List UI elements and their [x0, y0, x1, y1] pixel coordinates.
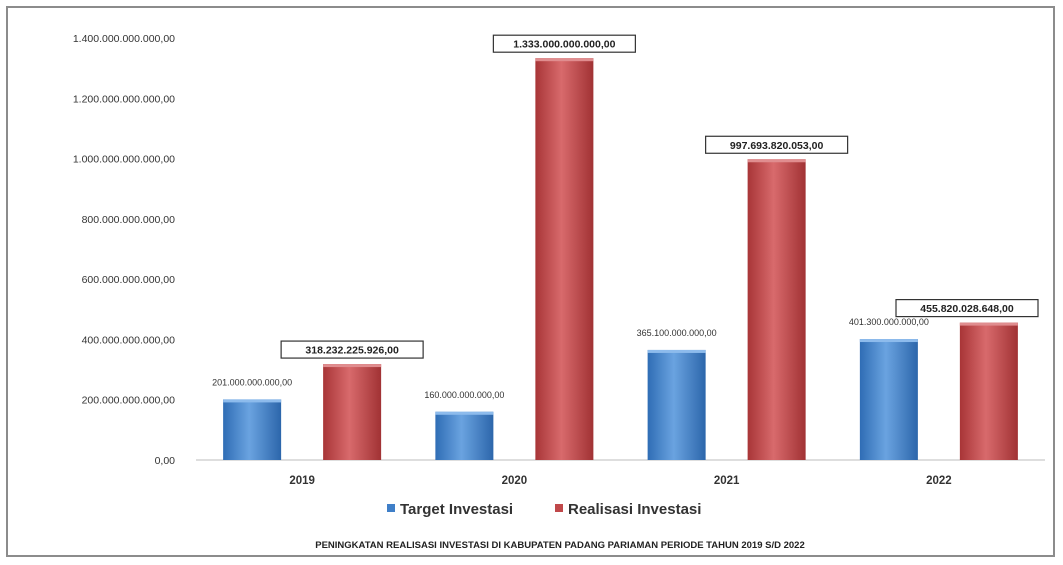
data-labels-group: 201.000.000.000,00 160.000.000.000,00 365.…: [212, 34, 1039, 400]
bar-top-target-2019: [223, 399, 282, 403]
y-tick-label: 1.200.000.000.000,00: [73, 93, 175, 105]
bar-realisasi-2020: [535, 58, 594, 461]
data-label-box-realisasi-2020: [492, 34, 636, 53]
y-tick-label: 400.000.000.000,00: [82, 334, 176, 346]
x-category-label: 2019: [289, 475, 315, 487]
data-label-box-realisasi-2019: [280, 340, 424, 359]
bar-top-realisasi-2021: [747, 159, 806, 163]
x-axis-categories: 2019 2020 2021 2022: [289, 475, 951, 487]
legend-swatch-target: [387, 504, 395, 512]
bar-realisasi-2019: [323, 364, 382, 460]
x-category-label: 2021: [714, 475, 740, 487]
bar-realisasi-2021: [747, 159, 806, 460]
y-tick-label: 0,00: [155, 455, 176, 467]
bar-top-realisasi-2019: [323, 364, 382, 368]
bar-target-2019: [223, 399, 282, 460]
chart-caption: PENINGKATAN REALISASI INVESTASI DI KABUP…: [315, 540, 805, 551]
data-label-box-realisasi-2022: [895, 299, 1039, 318]
bar-top-target-2020: [435, 411, 494, 415]
legend: Target Investasi Realisasi Investasi: [387, 501, 701, 518]
bar-target-2021: [647, 349, 706, 460]
bars-group: [223, 58, 1018, 461]
bar-target-2022: [859, 339, 918, 460]
bar-target-2020: [435, 411, 494, 460]
y-tick-label: 200.000.000.000,00: [82, 395, 176, 407]
data-label-realisasi-2022: 455.820.028.648,00: [920, 303, 1014, 315]
data-label-realisasi-2019: 318.232.225.926,00: [305, 345, 399, 357]
y-tick-label: 1.000.000.000.000,00: [73, 154, 175, 166]
y-axis-ticks: 0,00 200.000.000.000,00 400.000.000.000,00…: [73, 33, 175, 467]
x-category-label: 2022: [926, 475, 952, 487]
legend-swatch-realisasi: [555, 504, 563, 512]
data-label-target-2020: 160.000.000.000,00: [424, 390, 504, 400]
chart-frame: [6, 6, 1055, 557]
x-category-label: 2020: [502, 475, 528, 487]
bar-realisasi-2022: [959, 322, 1018, 460]
bar-top-target-2021: [647, 349, 706, 353]
y-tick-label: 800.000.000.000,00: [82, 214, 176, 226]
y-tick-label: 1.400.000.000.000,00: [73, 33, 175, 45]
bar-top-realisasi-2022: [959, 322, 1018, 326]
data-label-target-2022: 401.300.000.000,00: [849, 317, 929, 327]
data-label-box-realisasi-2021: [705, 135, 849, 154]
data-label-realisasi-2021: 997.693.820.053,00: [730, 140, 824, 152]
data-label-target-2021: 365.100.000.000,00: [637, 328, 717, 338]
data-label-realisasi-2020: 1.333.000.000.000,00: [513, 39, 615, 51]
bar-top-realisasi-2020: [535, 58, 594, 62]
legend-label-realisasi: Realisasi Investasi: [568, 501, 701, 518]
data-label-target-2019: 201.000.000.000,00: [212, 377, 292, 387]
bar-top-target-2022: [859, 339, 918, 343]
y-tick-label: 600.000.000.000,00: [82, 274, 176, 286]
legend-label-target: Target Investasi: [400, 501, 513, 518]
